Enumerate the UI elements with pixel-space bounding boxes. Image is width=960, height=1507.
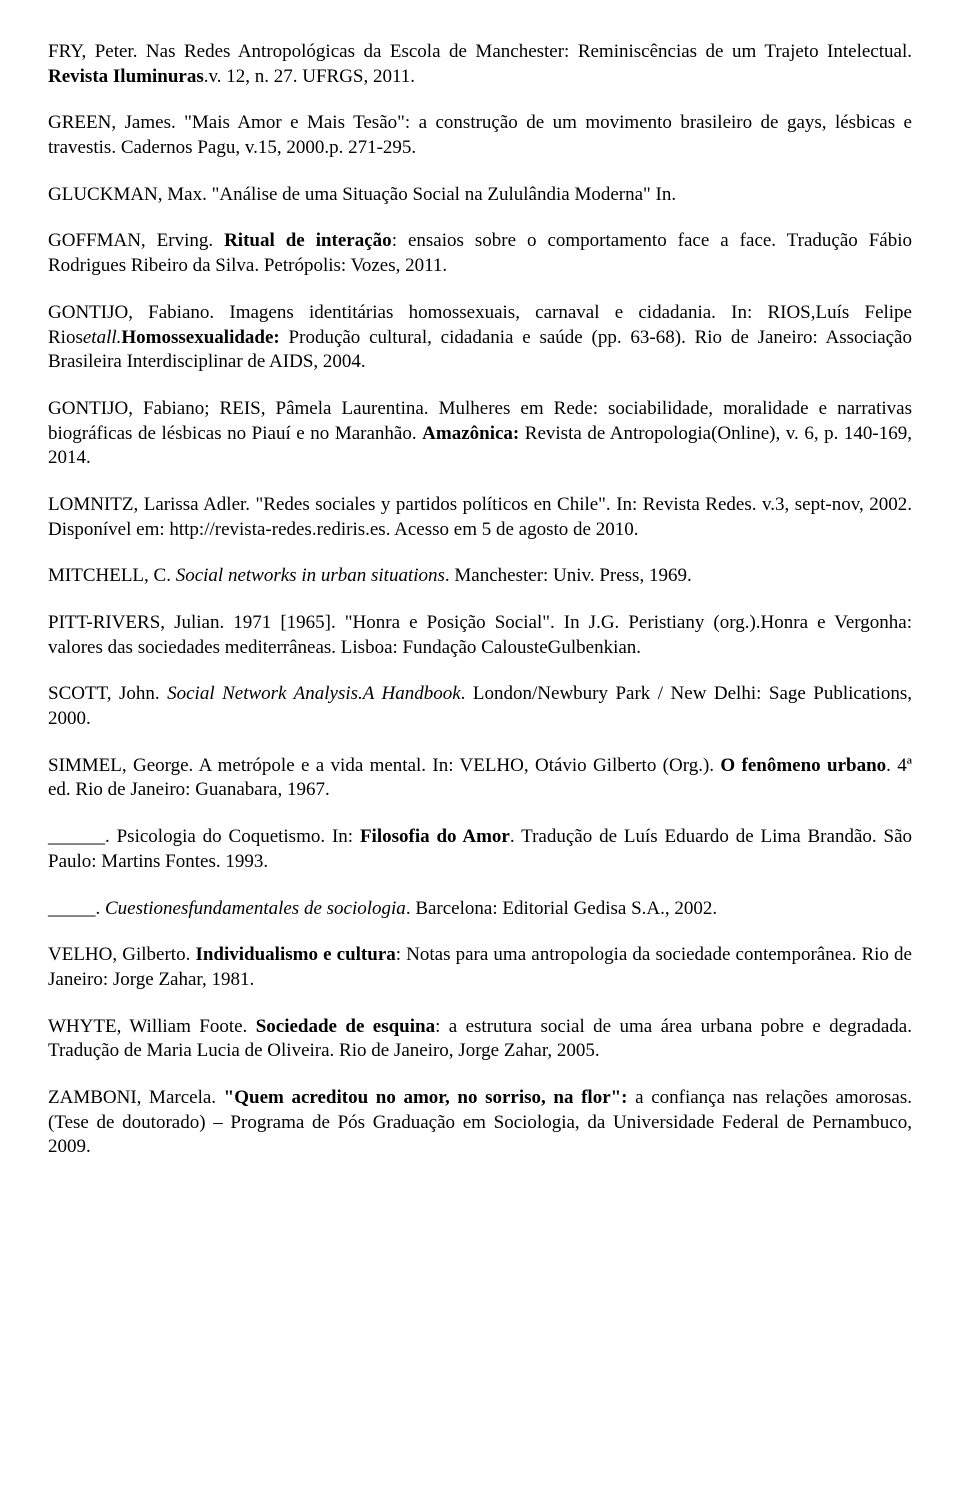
ref-bold: Sociedade de esquina xyxy=(256,1016,435,1037)
ref-bold: O fenômeno urbano xyxy=(720,755,886,776)
ref-text: ZAMBONI, Marcela. xyxy=(48,1087,224,1108)
ref-text: PITT-RIVERS, Julian. 1971 [1965]. "Honra… xyxy=(48,612,912,658)
ref-text: _____. xyxy=(48,898,105,919)
ref-text: . Barcelona: Editorial Gedisa S.A., 2002… xyxy=(406,898,717,919)
ref-bold: Individualismo e cultura xyxy=(195,944,395,965)
ref-text: . Manchester: Univ. Press, 1969. xyxy=(445,565,692,586)
ref-text: WHYTE, William Foote. xyxy=(48,1016,256,1037)
reference-entry: VELHO, Gilberto. Individualismo e cultur… xyxy=(48,943,912,992)
reference-entry: GONTIJO, Fabiano. Imagens identitárias h… xyxy=(48,301,912,375)
reference-entry: GREEN, James. "Mais Amor e Mais Tesão": … xyxy=(48,111,912,160)
ref-bold: "Quem acreditou no amor, no sorriso, na … xyxy=(224,1087,628,1108)
ref-bold: Revista Iluminuras xyxy=(48,66,204,87)
ref-text: ______. Psicologia do Coquetismo. In: xyxy=(48,826,360,847)
ref-bold: Filosofia do Amor xyxy=(360,826,510,847)
ref-bold: Homossexualidade: xyxy=(121,327,279,348)
ref-text: GLUCKMAN, Max. "Análise de uma Situação … xyxy=(48,184,676,205)
reference-entry: WHYTE, William Foote. Sociedade de esqui… xyxy=(48,1015,912,1064)
ref-text: MITCHELL, C. xyxy=(48,565,176,586)
reference-entry: SIMMEL, George. A metrópole e a vida men… xyxy=(48,754,912,803)
ref-italic: Cuestionesfundamentales de sociologia xyxy=(105,898,406,919)
ref-italic: etall. xyxy=(83,327,122,348)
ref-text: FRY, Peter. Nas Redes Antropológicas da … xyxy=(48,41,912,62)
reference-entry: MITCHELL, C. Social networks in urban si… xyxy=(48,564,912,589)
reference-entry: GLUCKMAN, Max. "Análise de uma Situação … xyxy=(48,183,912,208)
ref-text: VELHO, Gilberto. xyxy=(48,944,195,965)
ref-italic: Social networks in urban situations xyxy=(176,565,445,586)
ref-text: SCOTT, John. xyxy=(48,683,167,704)
ref-text: SIMMEL, George. A metrópole e a vida men… xyxy=(48,755,720,776)
reference-entry: FRY, Peter. Nas Redes Antropológicas da … xyxy=(48,40,912,89)
ref-bold: Amazônica: xyxy=(422,423,519,444)
reference-entry: PITT-RIVERS, Julian. 1971 [1965]. "Honra… xyxy=(48,611,912,660)
reference-entry: _____. Cuestionesfundamentales de sociol… xyxy=(48,897,912,922)
ref-text: .v. 12, n. 27. UFRGS, 2011. xyxy=(204,66,415,87)
reference-entry: GOFFMAN, Erving. Ritual de interação: en… xyxy=(48,229,912,278)
reference-entry: SCOTT, John. Social Network Analysis.A H… xyxy=(48,682,912,731)
ref-text: LOMNITZ, Larissa Adler. "Redes sociales … xyxy=(48,494,912,540)
reference-entry: ______. Psicologia do Coquetismo. In: Fi… xyxy=(48,825,912,874)
ref-bold: Ritual de interação xyxy=(224,230,392,251)
ref-text: GOFFMAN, Erving. xyxy=(48,230,224,251)
ref-text: GREEN, James. "Mais Amor e Mais Tesão": … xyxy=(48,112,912,158)
reference-entry: GONTIJO, Fabiano; REIS, Pâmela Laurentin… xyxy=(48,397,912,471)
ref-italic: Social Network Analysis.A Handbook xyxy=(167,683,461,704)
reference-entry: ZAMBONI, Marcela. "Quem acreditou no amo… xyxy=(48,1086,912,1160)
reference-entry: LOMNITZ, Larissa Adler. "Redes sociales … xyxy=(48,493,912,542)
